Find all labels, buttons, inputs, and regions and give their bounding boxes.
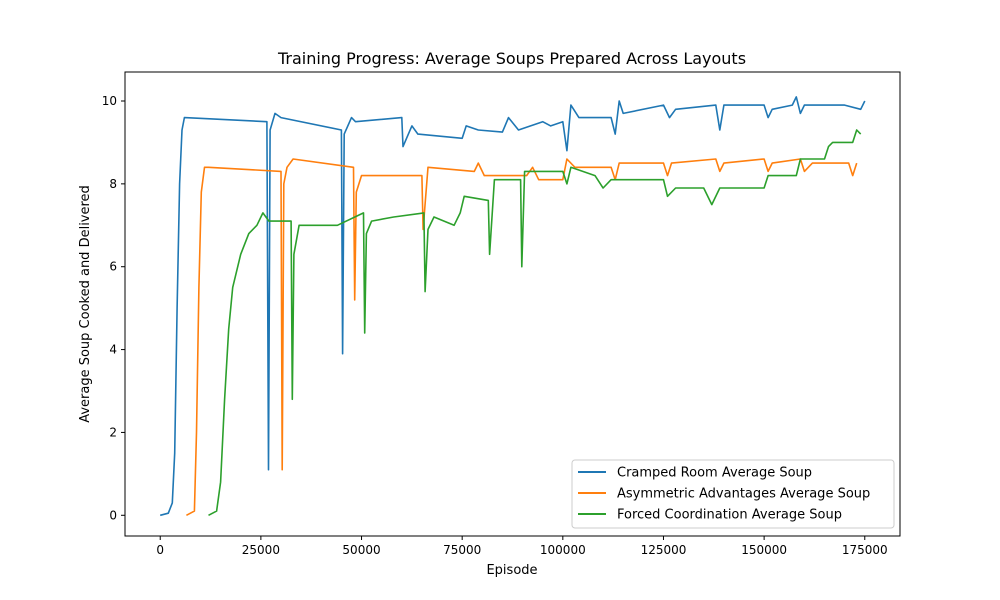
y-axis: 0 2 4 6 8 10: [102, 94, 125, 522]
legend-box: [571, 459, 895, 529]
x-tick-label: 50000: [342, 543, 380, 557]
x-tick-label: 175000: [842, 543, 888, 557]
x-tick-label: 25000: [242, 543, 280, 557]
x-axis-label: Episode: [486, 563, 537, 578]
y-tick-label: 4: [109, 343, 117, 357]
series-layer: [159, 96, 866, 517]
x-tick-label: 150000: [741, 543, 787, 557]
x-tick-label: 75000: [443, 543, 481, 557]
legend-label: Asymmetric Advantages Average Soup: [617, 487, 870, 502]
chart-title: Training Progress: Average Soups Prepare…: [277, 49, 746, 68]
legend-label: Forced Coordination Average Soup: [617, 508, 842, 523]
legend-label: Cramped Room Average Soup: [617, 466, 812, 481]
y-tick-label: 0: [109, 508, 117, 522]
x-tick-label: 100000: [540, 543, 586, 557]
legend: Cramped Room Average Soup Asymmetric Adva…: [571, 459, 895, 529]
y-axis-label: Average Soup Cooked and Delivered: [78, 185, 93, 423]
x-axis: 0 25000 50000 75000 100000 125000 150000 175000: [156, 536, 888, 557]
plot-frame: [124, 71, 901, 537]
y-tick-label: 10: [102, 94, 117, 108]
y-tick-label: 6: [109, 260, 117, 274]
x-tick-label: 0: [156, 543, 164, 557]
y-tick-label: 2: [109, 425, 117, 439]
y-tick-label: 8: [109, 177, 117, 191]
x-tick-label: 125000: [641, 543, 687, 557]
series-line-3: [208, 129, 862, 517]
series-line-1: [159, 96, 866, 517]
